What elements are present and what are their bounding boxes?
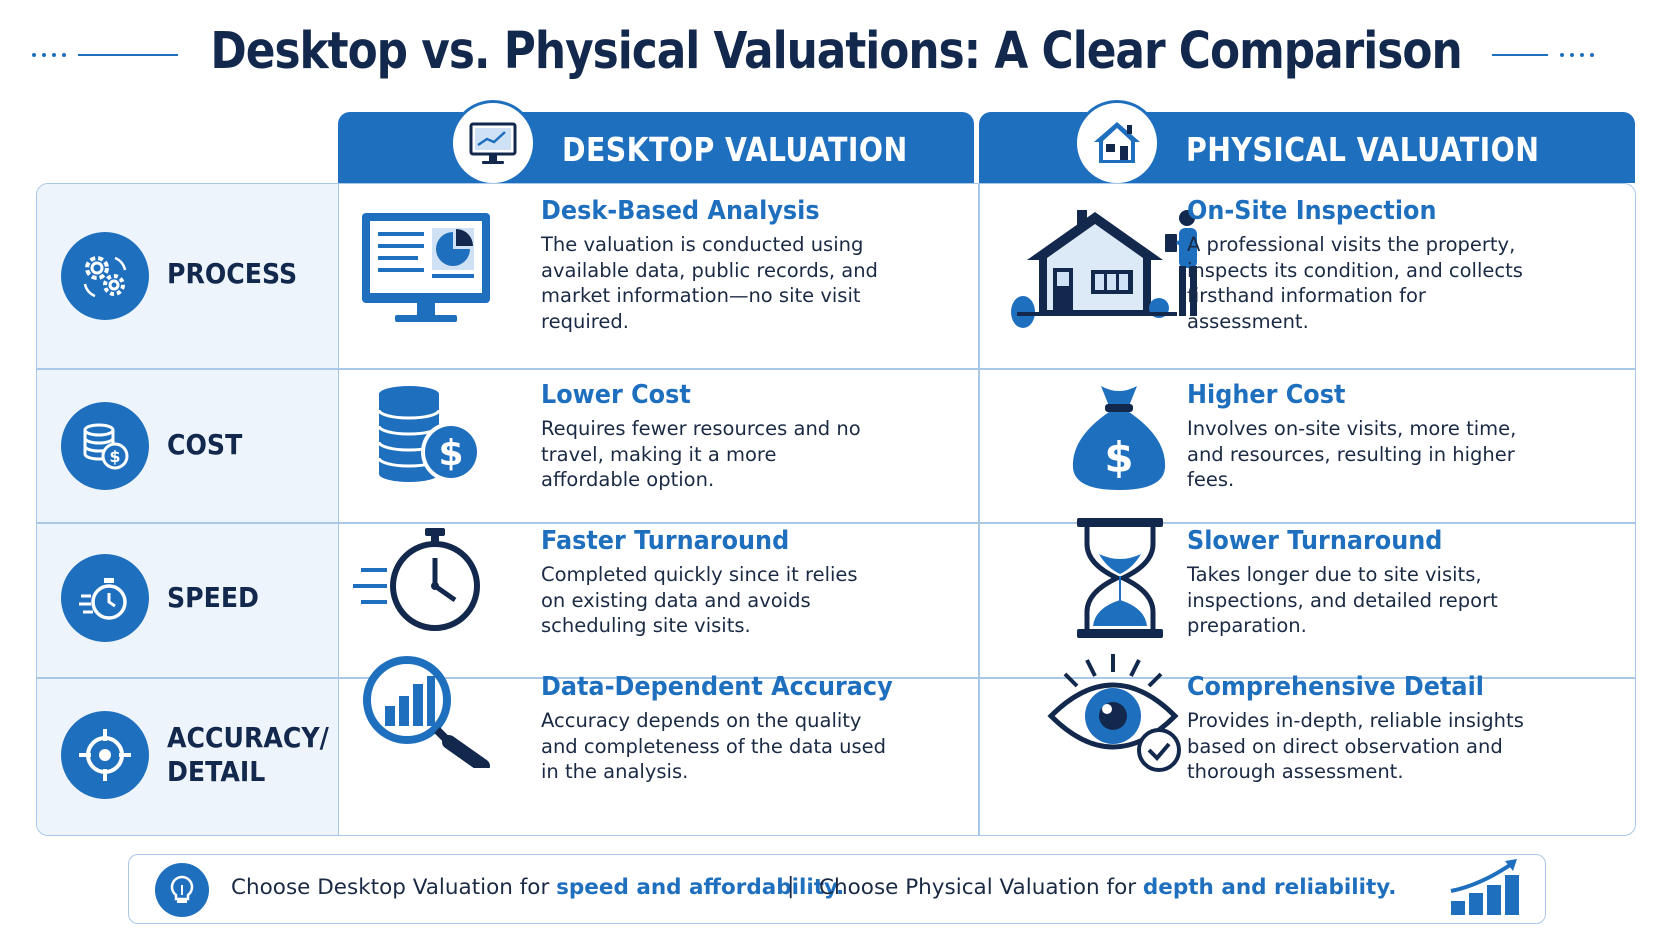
row-divider bbox=[37, 368, 1635, 370]
cell-title: Faster Turnaround bbox=[541, 526, 790, 556]
row-label-text-line1: ACCURACY/ bbox=[167, 721, 329, 754]
footer-desktop-emphasis: speed and affordability. bbox=[556, 875, 845, 900]
target-icon bbox=[79, 729, 131, 781]
footer-desktop-prefix: Choose Desktop Valuation for bbox=[231, 875, 557, 900]
cell-body: The valuation is conducted using availab… bbox=[541, 233, 878, 333]
column-divider bbox=[978, 184, 980, 835]
money-bag-icon: $ bbox=[1072, 386, 1166, 490]
hourglass-icon bbox=[1077, 518, 1163, 638]
svg-text:$: $ bbox=[109, 447, 120, 466]
row-divider bbox=[37, 522, 1635, 524]
summary-footer: Choose Desktop Valuation for speed and a… bbox=[128, 854, 1546, 924]
row-label-accuracy-detail: ACCURACY/ DETAIL bbox=[37, 677, 339, 837]
header-physical-badge bbox=[1074, 100, 1160, 186]
title-decoration-right bbox=[1492, 51, 1642, 59]
svg-text:$: $ bbox=[1104, 433, 1133, 482]
footer-physical-prefix: Choose Physical Valuation for bbox=[819, 875, 1143, 900]
footer-bulb-badge bbox=[155, 863, 209, 917]
row-label-text: PROCESS bbox=[167, 257, 298, 290]
cell-body: Takes longer due to site visits, inspect… bbox=[1187, 563, 1498, 637]
gears-icon bbox=[83, 256, 127, 298]
row-label-text-line2: DETAIL bbox=[167, 755, 266, 788]
title-row: Desktop vs. Physical Valuations: A Clear… bbox=[0, 14, 1672, 94]
cell-body: Requires fewer resources and no travel, … bbox=[541, 417, 861, 491]
row-label-speed: SPEED bbox=[37, 522, 339, 677]
lightbulb-icon bbox=[170, 875, 194, 903]
monitor-report-icon bbox=[362, 213, 490, 322]
cell-title: Desk-Based Analysis bbox=[541, 196, 820, 226]
footer-desktop-advice: Choose Desktop Valuation for speed and a… bbox=[231, 875, 844, 900]
row-label-text: COST bbox=[167, 428, 243, 461]
cell-body: Involves on-site visits, more time, and … bbox=[1187, 417, 1517, 491]
eye-check-icon bbox=[1047, 654, 1181, 772]
cell-body: A professional visits the property, insp… bbox=[1187, 233, 1523, 333]
monitor-chart-icon bbox=[469, 122, 517, 164]
comparison-table: PROCESS Desk-Based Analysis The valuatio… bbox=[36, 183, 1636, 836]
header-desktop-valuation: DESKTOP VALUATION bbox=[338, 112, 974, 183]
growth-chart-icon bbox=[1450, 859, 1519, 915]
svg-text:$: $ bbox=[438, 433, 463, 474]
magnifier-chart-icon bbox=[363, 656, 490, 768]
cell-title: Comprehensive Detail bbox=[1187, 672, 1484, 702]
cell-body: Provides in-depth, reliable insights bas… bbox=[1187, 709, 1524, 783]
cell-body: Accuracy depends on the quality and comp… bbox=[541, 709, 887, 783]
coin-stack-dollar-icon: $ bbox=[377, 386, 481, 482]
stopwatch-icon bbox=[79, 578, 127, 620]
fast-stopwatch-icon bbox=[353, 528, 480, 631]
footer-separator: | bbox=[787, 874, 795, 899]
title-decoration-left bbox=[32, 51, 180, 59]
house-icon bbox=[1094, 122, 1140, 163]
row-label-cost: $ COST bbox=[37, 368, 339, 522]
cell-title: Higher Cost bbox=[1187, 380, 1346, 410]
row-label-text: SPEED bbox=[167, 581, 259, 614]
coins-dollar-icon: $ bbox=[83, 423, 129, 470]
cell-title: Slower Turnaround bbox=[1187, 526, 1443, 556]
header-desktop-label: DESKTOP VALUATION bbox=[562, 130, 908, 169]
page-title: Desktop vs. Physical Valuations: A Clear… bbox=[210, 22, 1462, 81]
cell-title: On-Site Inspection bbox=[1187, 196, 1437, 226]
footer-physical-emphasis: depth and reliability. bbox=[1142, 875, 1397, 900]
footer-physical-advice: Choose Physical Valuation for depth and … bbox=[819, 875, 1396, 900]
cell-title: Lower Cost bbox=[541, 380, 691, 410]
row-label-process: PROCESS bbox=[37, 184, 339, 368]
cell-body: Completed quickly since it relies on exi… bbox=[541, 563, 858, 637]
header-desktop-badge bbox=[450, 100, 536, 186]
cell-title: Data-Dependent Accuracy bbox=[541, 672, 893, 702]
row-divider bbox=[37, 677, 1635, 679]
header-physical-label: PHYSICAL VALUATION bbox=[1186, 130, 1540, 169]
house-inspector-icon bbox=[1011, 210, 1197, 328]
